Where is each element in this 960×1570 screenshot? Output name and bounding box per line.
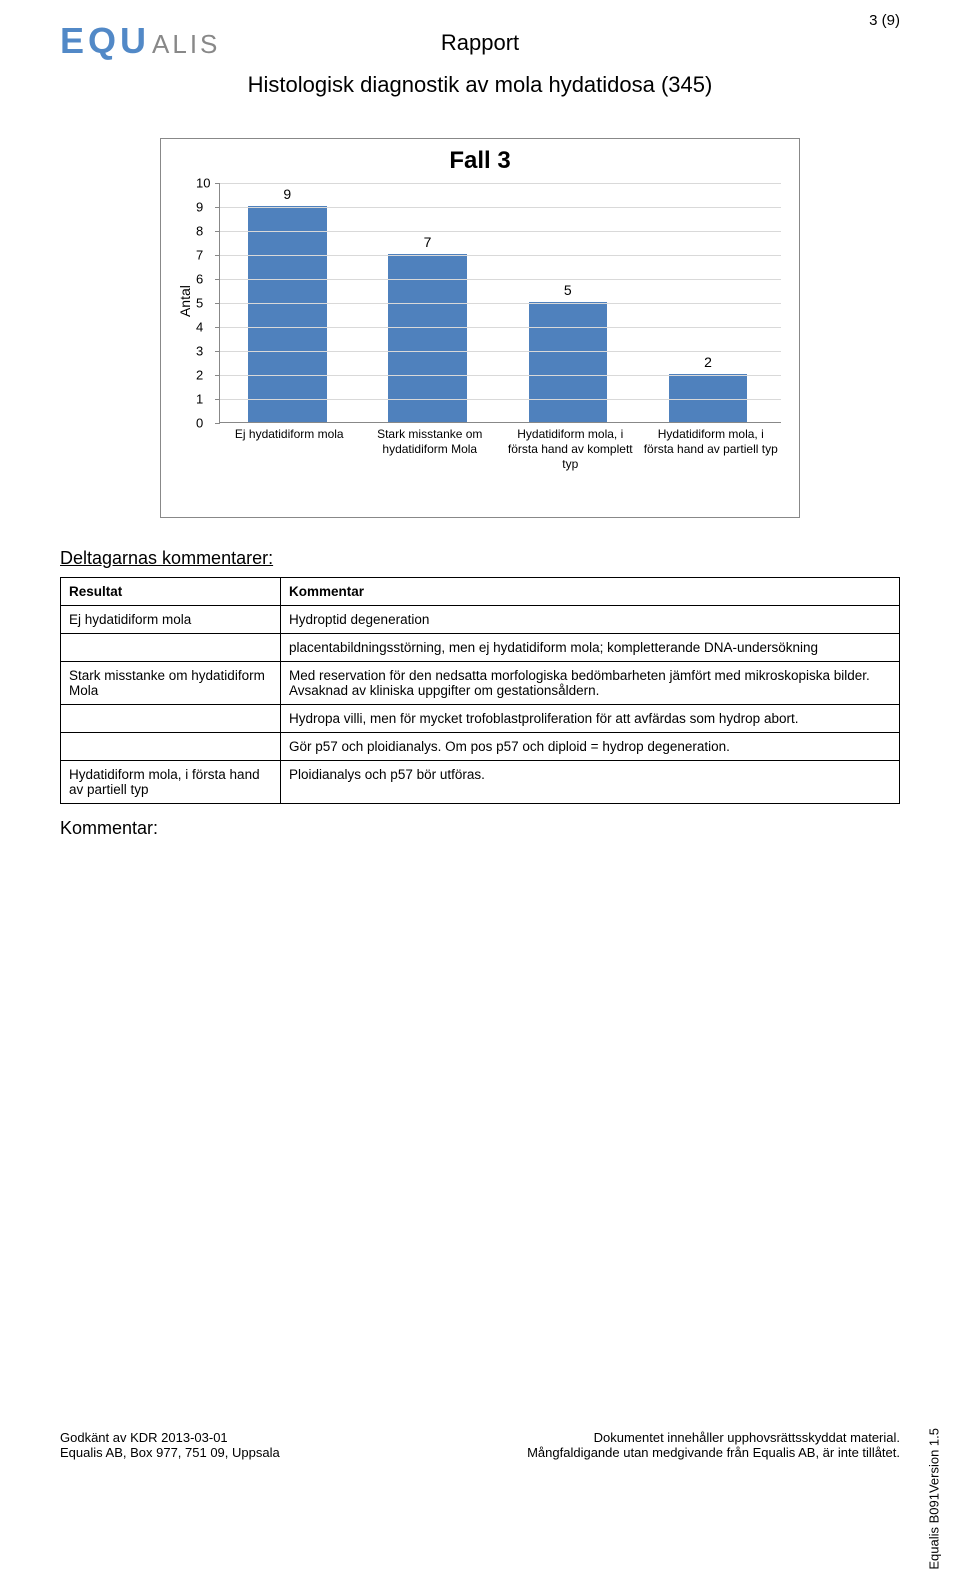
chart-gridline bbox=[220, 351, 781, 352]
chart-ytick: 3 bbox=[196, 344, 203, 359]
chart-gridline bbox=[220, 207, 781, 208]
side-version: Equalis B091Version 1.5 bbox=[927, 1428, 942, 1570]
chart-ytick-mark bbox=[215, 183, 220, 184]
chart-bar: 9 bbox=[248, 206, 327, 422]
chart-bar: 2 bbox=[669, 374, 748, 422]
table-row: Stark misstanke om hydatidiform MolaMed … bbox=[61, 662, 900, 705]
chart-gridline bbox=[220, 327, 781, 328]
table-row: Hydropa villi, men för mycket trofoblast… bbox=[61, 705, 900, 733]
chart-container: Fall 3 Antal 9 7 5 2 0 1 2 3 4 5 6 7 8 9 10 Ej hydati… bbox=[160, 138, 800, 518]
table-header-resultat: Resultat bbox=[61, 578, 281, 606]
chart-ytick-mark bbox=[215, 423, 220, 424]
chart-plot: 9752 012345678910 bbox=[219, 183, 781, 423]
chart-bar: 5 bbox=[529, 302, 608, 422]
report-label: Rapport bbox=[0, 30, 960, 56]
chart-bar-value: 5 bbox=[529, 282, 608, 298]
chart-gridline bbox=[220, 399, 781, 400]
chart-ytick: 5 bbox=[196, 296, 203, 311]
chart-gridline bbox=[220, 231, 781, 232]
section-deltagarnas: Deltagarnas kommentarer: bbox=[60, 548, 960, 569]
table-header-kommentar: Kommentar bbox=[281, 578, 900, 606]
chart-ytick-mark bbox=[215, 303, 220, 304]
chart-ytick: 7 bbox=[196, 248, 203, 263]
footer: Godkänt av KDR 2013-03-01 Dokumentet inn… bbox=[60, 1430, 900, 1460]
table-cell-kommentar: Hydroptid degeneration bbox=[281, 606, 900, 634]
chart-ytick-mark bbox=[215, 207, 220, 208]
table-cell-resultat: Hydatidiform mola, i första hand av part… bbox=[61, 761, 281, 804]
chart-gridline bbox=[220, 279, 781, 280]
chart-ytick-mark bbox=[215, 375, 220, 376]
table-cell-kommentar: Ploidianalys och p57 bör utföras. bbox=[281, 761, 900, 804]
chart-xtick: Hydatidiform mola, i första hand av part… bbox=[641, 427, 782, 472]
chart-ytick: 1 bbox=[196, 392, 203, 407]
footer-right2: Mångfaldigande utan medgivande från Equa… bbox=[527, 1445, 900, 1460]
page-subtitle: Histologisk diagnostik av mola hydatidos… bbox=[60, 72, 900, 98]
chart-ytick-mark bbox=[215, 399, 220, 400]
chart-ytick-mark bbox=[215, 255, 220, 256]
chart-ytick: 0 bbox=[196, 416, 203, 431]
chart-gridline bbox=[220, 255, 781, 256]
table-cell-resultat bbox=[61, 705, 281, 733]
chart-xtick: Hydatidiform mola, i första hand av komp… bbox=[500, 427, 641, 472]
table-row: Hydatidiform mola, i första hand av part… bbox=[61, 761, 900, 804]
chart-bar-value: 9 bbox=[248, 186, 327, 202]
chart-ytick: 2 bbox=[196, 368, 203, 383]
chart-gridline bbox=[220, 183, 781, 184]
chart-xtick: Stark misstanke om hydatidiform Mola bbox=[360, 427, 501, 472]
chart-ytick-mark bbox=[215, 279, 220, 280]
chart-bar-value: 7 bbox=[388, 234, 467, 250]
chart-gridline bbox=[220, 303, 781, 304]
table-cell-resultat: Stark misstanke om hydatidiform Mola bbox=[61, 662, 281, 705]
table-cell-kommentar: Gör p57 och ploidianalys. Om pos p57 och… bbox=[281, 733, 900, 761]
table-cell-resultat: Ej hydatidiform mola bbox=[61, 606, 281, 634]
page-number: 3 (9) bbox=[869, 12, 900, 29]
table-row: Gör p57 och ploidianalys. Om pos p57 och… bbox=[61, 733, 900, 761]
chart-xticks: Ej hydatidiform molaStark misstanke om h… bbox=[219, 427, 781, 472]
table-cell-resultat bbox=[61, 733, 281, 761]
chart-ytick: 10 bbox=[196, 176, 210, 191]
table-cell-kommentar: Hydropa villi, men för mycket trofoblast… bbox=[281, 705, 900, 733]
chart-ytick: 9 bbox=[196, 200, 203, 215]
chart-ytick: 6 bbox=[196, 272, 203, 287]
chart-ytick-mark bbox=[215, 351, 220, 352]
table-row: placentabildningsstörning, men ej hydati… bbox=[61, 634, 900, 662]
chart-xtick: Ej hydatidiform mola bbox=[219, 427, 360, 472]
chart-gridline bbox=[220, 375, 781, 376]
table-row: Ej hydatidiform molaHydroptid degenerati… bbox=[61, 606, 900, 634]
chart-title: Fall 3 bbox=[169, 147, 791, 175]
chart-ytick: 4 bbox=[196, 320, 203, 335]
y-axis-label: Antal bbox=[177, 285, 193, 317]
table-cell-resultat bbox=[61, 634, 281, 662]
chart-bar-value: 2 bbox=[669, 354, 748, 370]
section-kommentar: Kommentar: bbox=[60, 818, 960, 839]
chart-ytick: 8 bbox=[196, 224, 203, 239]
footer-right1: Dokumentet innehåller upphovsrättsskydda… bbox=[594, 1430, 900, 1445]
chart-ytick-mark bbox=[215, 327, 220, 328]
footer-left1: Godkänt av KDR 2013-03-01 bbox=[60, 1430, 228, 1445]
table-cell-kommentar: Med reservation för den nedsatta morfolo… bbox=[281, 662, 900, 705]
chart-ytick-mark bbox=[215, 231, 220, 232]
footer-left2: Equalis AB, Box 977, 751 09, Uppsala bbox=[60, 1445, 280, 1460]
table-cell-kommentar: placentabildningsstörning, men ej hydati… bbox=[281, 634, 900, 662]
results-table: Resultat Kommentar Ej hydatidiform molaH… bbox=[60, 577, 900, 804]
